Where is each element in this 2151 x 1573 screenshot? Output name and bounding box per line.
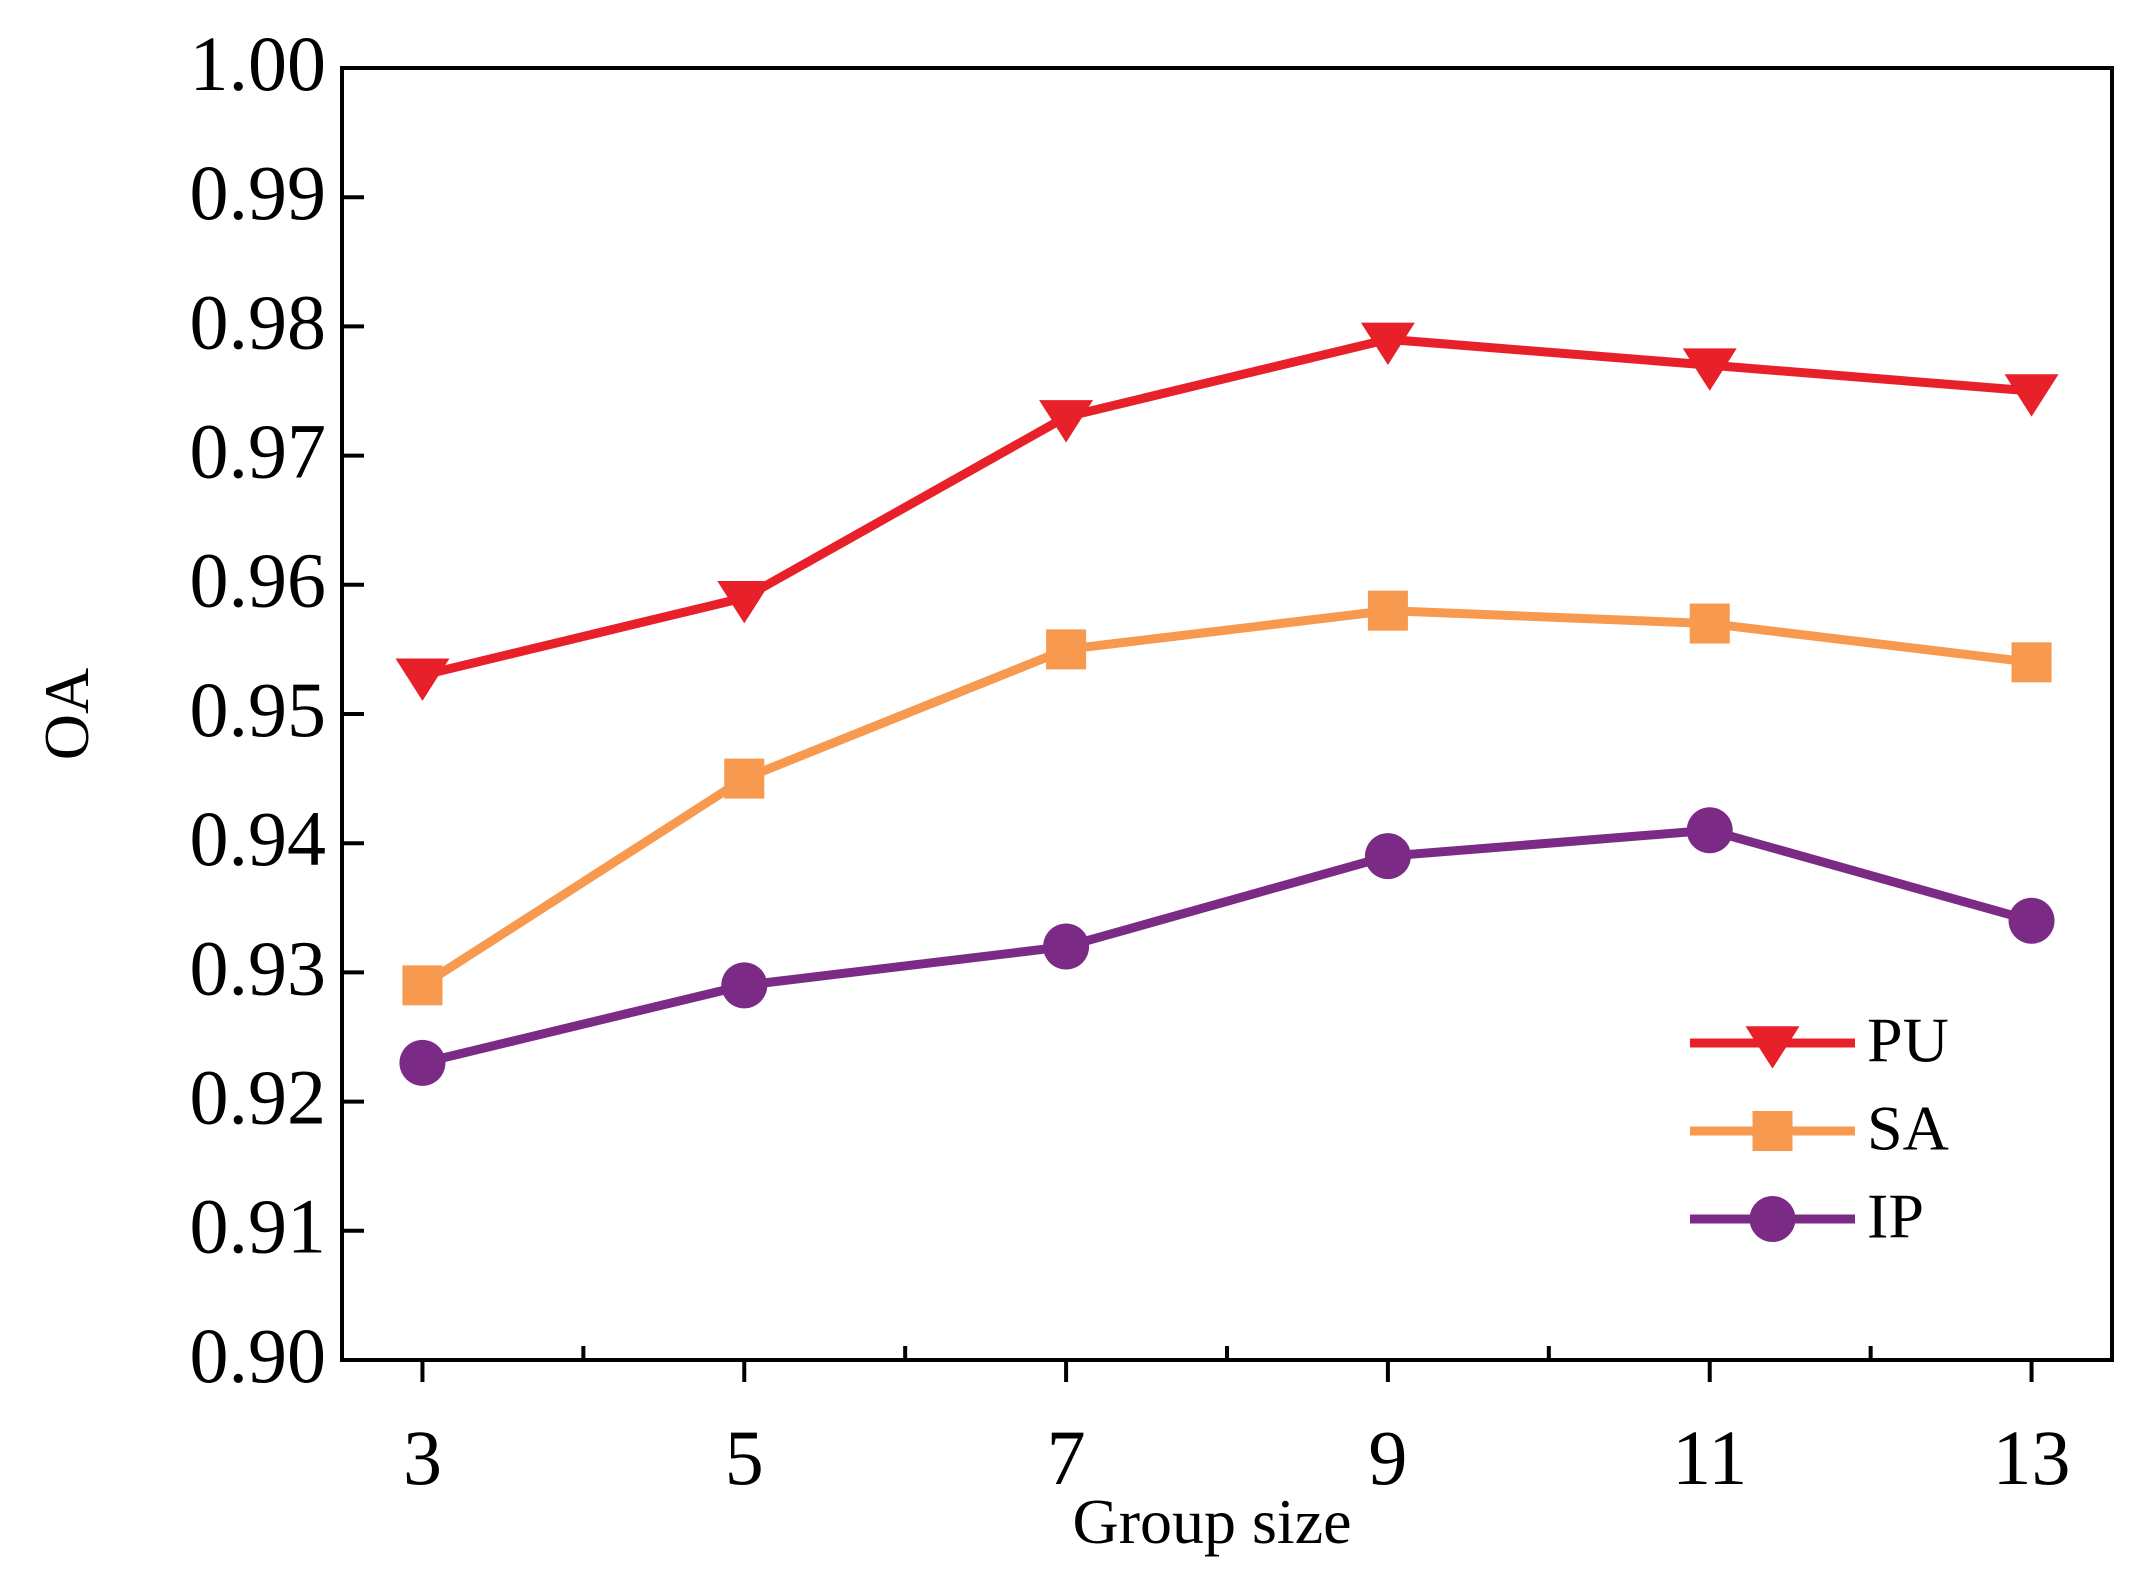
axis-ticks — [342, 195, 2034, 1382]
series-pu-point — [1039, 400, 1094, 443]
series-sa-point — [1367, 590, 1408, 631]
series-pu-point — [2004, 374, 2059, 417]
series-pu-point — [395, 658, 450, 701]
y-tick-label: 0.91 — [190, 1183, 327, 1270]
plot-frame — [340, 66, 2114, 1362]
y-tick-label: 0.90 — [190, 1312, 327, 1399]
series-pu-point — [1360, 322, 1415, 365]
legend-swatch-marker — [1745, 1026, 1800, 1069]
y-tick-label: 1.00 — [190, 20, 327, 107]
y-axis-title: OA — [31, 668, 102, 760]
y-tick-label: 0.98 — [190, 278, 327, 365]
series-ip-point — [2008, 897, 2055, 944]
series-sa — [402, 590, 2052, 1006]
series-sa-point — [724, 758, 765, 799]
legend-swatch-marker — [1752, 1111, 1793, 1151]
series-sa-point — [1046, 629, 1087, 670]
series-pu-point — [717, 580, 772, 624]
y-tick-label: 0.94 — [190, 795, 327, 882]
series-ip-point — [721, 962, 768, 1009]
series-ip-point — [1043, 923, 1090, 970]
y-tick-label: 0.97 — [190, 408, 327, 495]
y-tick-label: 0.93 — [190, 924, 327, 1011]
legend-label-pu: PU — [1867, 1005, 1949, 1076]
series-sa-point — [2011, 642, 2052, 683]
y-tick-label: 0.99 — [190, 149, 327, 236]
x-tick-label: 9 — [1368, 1414, 1407, 1501]
x-tick-label: 3 — [403, 1414, 442, 1501]
series-sa-line — [420, 606, 2033, 990]
legend-label-sa: SA — [1867, 1093, 1949, 1164]
series-pu-point — [1682, 348, 1737, 391]
series-ip-point — [399, 1039, 446, 1086]
series-pu — [395, 322, 2059, 701]
series-ip — [399, 807, 2055, 1086]
series-ip-point — [1364, 833, 1411, 880]
series-ip-point — [1686, 807, 1733, 854]
series-sa-point — [402, 965, 443, 1006]
series-ip-line — [421, 825, 2033, 1068]
legend: PU SA IP — [1690, 1005, 1949, 1252]
legend-item-sa: SA — [1690, 1093, 1949, 1164]
series-pu-line — [421, 334, 2032, 680]
legend-label-ip: IP — [1867, 1181, 1924, 1252]
series-sa-point — [1689, 603, 1730, 644]
x-tick-label: 5 — [725, 1414, 764, 1501]
x-tick-label: 11 — [1672, 1414, 1747, 1501]
y-tick-label: 0.92 — [190, 1054, 327, 1141]
legend-item-ip: IP — [1690, 1181, 1924, 1252]
y-tick-label: 0.96 — [190, 537, 327, 624]
series-layer — [395, 322, 2059, 1086]
tick-labels: 0.90 0.91 0.92 0.93 0.94 0.95 0.96 0.97 0.98 0.99… — [190, 20, 2071, 1501]
legend-swatch-marker — [1749, 1196, 1796, 1242]
x-axis-title: Group size — [1072, 1486, 1351, 1557]
x-tick-label: 13 — [1993, 1414, 2071, 1501]
x-tick-label: 7 — [1047, 1414, 1086, 1501]
legend-item-pu: PU — [1690, 1005, 1949, 1076]
y-tick-label: 0.95 — [190, 666, 327, 753]
